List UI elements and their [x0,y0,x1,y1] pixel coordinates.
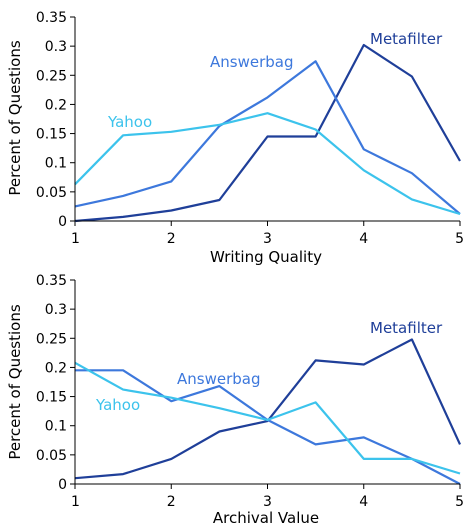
series-label-answerbag: Answerbag [177,370,260,388]
chart-archival-value: Percent of Questions Archival Value 0 0.0… [6,273,464,527]
y-tick-label: 0.25 [36,68,67,84]
series-line-metafilter [74,43,461,223]
x-axis-title: Writing Quality [210,248,322,266]
x-tick-labels: 1 2 3 4 5 [71,484,464,510]
y-axis-title: Percent of Questions [6,304,24,460]
x-axis-title: Archival Value [213,509,319,527]
y-tick-label: 0.15 [36,390,67,406]
x-tick-label: 4 [359,494,368,510]
y-tick-label: 0 [58,477,67,493]
series-label-answerbag: Answerbag [210,53,293,71]
series-line-answerbag [75,369,461,485]
x-tick-label: 5 [455,231,464,247]
x-tick-label: 5 [455,494,464,510]
y-tick-label: 0.25 [36,331,67,347]
y-tick-label: 0.2 [45,360,67,376]
y-axis-title: Percent of Questions [6,40,24,196]
series-label-yahoo: Yahoo [107,113,152,131]
chart-writing-quality: Percent of Questions Writing Quality 0 0.… [6,10,464,266]
y-tick-label: 0.05 [36,448,67,464]
y-tick-label: 0.35 [36,10,67,26]
x-tick-label: 1 [71,231,80,247]
x-tick-label: 4 [359,231,368,247]
y-tick-label: 0.3 [45,39,67,55]
y-tick-label: 0.3 [45,302,67,318]
x-tick-label: 2 [167,494,176,510]
y-tick-label: 0.2 [45,97,67,113]
series-lines [74,43,461,223]
y-tick-labels: 0 0.05 0.1 0.15 0.2 0.25 0.3 0.35 [36,10,75,230]
series-line-yahoo [74,361,461,475]
y-tick-labels: 0 0.05 0.1 0.15 0.2 0.25 0.3 0.35 [36,273,75,493]
x-tick-label: 3 [263,494,272,510]
y-tick-label: 0.35 [36,273,67,289]
series-label-metafilter: Metafilter [370,319,443,337]
series-line-yahoo [74,112,461,216]
y-tick-label: 0.05 [36,185,67,201]
x-tick-labels: 1 2 3 4 5 [71,221,464,247]
series-line-answerbag [74,60,461,215]
y-tick-label: 0 [58,214,67,230]
series-label-yahoo: Yahoo [95,396,140,414]
x-tick-label: 3 [263,231,272,247]
y-tick-label: 0.1 [45,156,67,172]
y-tick-label: 0.1 [45,419,67,435]
series-label-metafilter: Metafilter [370,30,443,48]
y-tick-label: 0.15 [36,127,67,143]
x-tick-label: 1 [71,494,80,510]
series-lines [74,338,461,485]
x-tick-label: 2 [167,231,176,247]
